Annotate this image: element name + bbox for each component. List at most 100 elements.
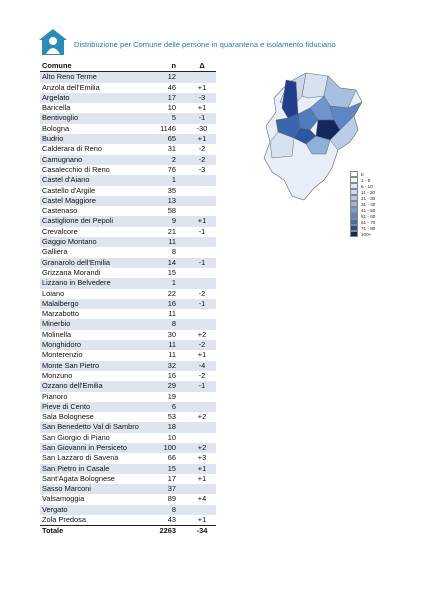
table-row: Monghidoro 11 -2 <box>40 340 216 351</box>
table-cell: 2 <box>153 154 188 165</box>
table-cell <box>188 237 216 248</box>
table-cell: 43 <box>167 515 176 525</box>
table-cell <box>188 433 216 443</box>
table-cell: Castiglione dei Pepoli <box>40 216 154 227</box>
table-cell: Granarolo dell'Emilia <box>40 257 154 268</box>
legend-label: 0 <box>361 171 364 177</box>
table-cell: Valsamoggia <box>42 494 85 504</box>
column-header: Comune <box>40 61 154 73</box>
table-row: Lizzano in Belvedere 1 <box>40 278 216 289</box>
table-cell: Pieve di Cento <box>40 401 154 413</box>
table-cell: -2 <box>188 340 216 351</box>
table-row: Castenaso 58 <box>40 206 216 216</box>
table-cell: Bentivoglio <box>40 113 154 124</box>
table-cell: 16 <box>167 370 176 380</box>
table-cell: +1 <box>197 103 207 113</box>
table-row: Bologna 1146 -30 <box>40 124 216 134</box>
table-row: Argelato 17 -3 <box>40 92 216 104</box>
table-cell <box>188 71 216 83</box>
table-cell <box>188 484 216 495</box>
table-cell: +4 <box>197 494 207 504</box>
table-cell: San Benedetto Val di Sambro <box>40 422 154 433</box>
legend-label: 51 - 60 <box>361 213 376 219</box>
table-cell: Camugnano <box>40 154 154 165</box>
table-cell: 46 <box>167 82 176 92</box>
table-cell: 76 <box>167 164 176 174</box>
table-cell: Sala Bolognese <box>42 412 94 422</box>
table-row: Ozzano dell'Emilia 29 -1 <box>40 381 216 392</box>
table-cell: 15 <box>153 463 188 474</box>
table-cell: -2 <box>198 144 206 154</box>
table-cell: Castello d'Argile <box>42 185 96 195</box>
table-row: Galliera 8 <box>40 247 216 257</box>
table-cell: Gaggio Montano <box>40 237 154 248</box>
table-cell: -1 <box>198 226 206 236</box>
table-cell: 11 <box>168 309 176 319</box>
table-cell: 8 <box>171 247 176 257</box>
table-cell: 8 <box>153 504 188 516</box>
table-cell: Alto Reno Terme <box>40 71 154 83</box>
table-cell: 1146 <box>160 123 176 133</box>
legend-label: 6 - 10 <box>361 183 373 189</box>
table-cell: Sasso Marconi <box>40 484 154 495</box>
logo-icon <box>39 29 67 55</box>
table-cell: Malalbergo <box>40 298 154 310</box>
table-cell <box>188 504 216 516</box>
table-cell: +1 <box>188 463 216 474</box>
table-row: Pieve di Cento 6 <box>40 401 216 413</box>
table: Comune n Δ Alto Reno Terme 12 Anzola dell'… <box>40 61 216 537</box>
table-cell: 2263 <box>153 525 188 537</box>
table-cell: Molinella <box>42 329 72 339</box>
table-row: Pianoro 19 <box>40 392 216 402</box>
table-cell: 29 <box>153 381 188 392</box>
table-row: Loiano 22 -2 <box>40 289 216 299</box>
table-cell: -30 <box>196 123 208 133</box>
table-cell: 65 <box>153 134 188 145</box>
table-row: Molinella 30 +2 <box>40 330 216 340</box>
table-row: Bentivoglio 5 -1 <box>40 113 216 124</box>
table-cell: -3 <box>188 92 216 104</box>
legend-label: 11 - 20 <box>361 189 375 195</box>
table-cell: 9 <box>153 216 188 227</box>
column-header: n <box>153 61 188 73</box>
table-cell: San Pietro in Casale <box>40 463 154 474</box>
table-cell: -2 <box>188 154 216 165</box>
table-cell: -1 <box>188 113 216 124</box>
table-cell: 13 <box>153 195 188 207</box>
table-cell: 1 <box>153 175 188 186</box>
table-cell: 15 <box>167 267 176 277</box>
table-cell: -1 <box>188 257 216 268</box>
table-cell: Argelato <box>40 92 154 104</box>
header-row: Comune n Δ <box>40 61 216 73</box>
table-cell: Ozzano dell'Emilia <box>40 381 154 392</box>
table-cell: San Giorgio di Piano <box>42 432 110 442</box>
table-row: Zola Predosa 43 +1 <box>40 515 216 526</box>
table-cell <box>188 195 216 207</box>
table-row: Sala Bolognese 53 +2 <box>40 412 216 422</box>
map <box>263 72 363 201</box>
table-cell <box>188 392 216 402</box>
table-cell: Anzola dell'Emilia <box>42 82 100 92</box>
table-cell: 11 <box>168 350 176 360</box>
table-row: Alto Reno Terme 12 <box>40 71 216 83</box>
table-cell: Casalecchio di Reno <box>42 164 110 174</box>
table-cell: Monghidoro <box>40 340 154 351</box>
table-cell: -2 <box>198 370 206 380</box>
table-cell: Bologna <box>42 123 70 133</box>
table-cell: Budrio <box>40 134 154 145</box>
table-row: Monzuno 16 -2 <box>40 371 216 381</box>
table-cell: +1 <box>197 473 207 483</box>
table-cell: 17 <box>153 92 188 104</box>
table-cell: 100 <box>153 442 188 454</box>
table-cell: -1 <box>188 381 216 392</box>
table-row: Crevalcore 21 -1 <box>40 227 216 237</box>
legend-label: 100+ <box>361 231 372 237</box>
table-cell: 53 <box>167 412 176 422</box>
table-cell: 22 <box>167 288 176 298</box>
table-cell: +2 <box>188 442 216 454</box>
table-cell: Monzuno <box>42 370 73 380</box>
table-cell: Castel Maggiore <box>40 195 154 207</box>
table-row: Monterenzio 11 +1 <box>40 350 216 360</box>
